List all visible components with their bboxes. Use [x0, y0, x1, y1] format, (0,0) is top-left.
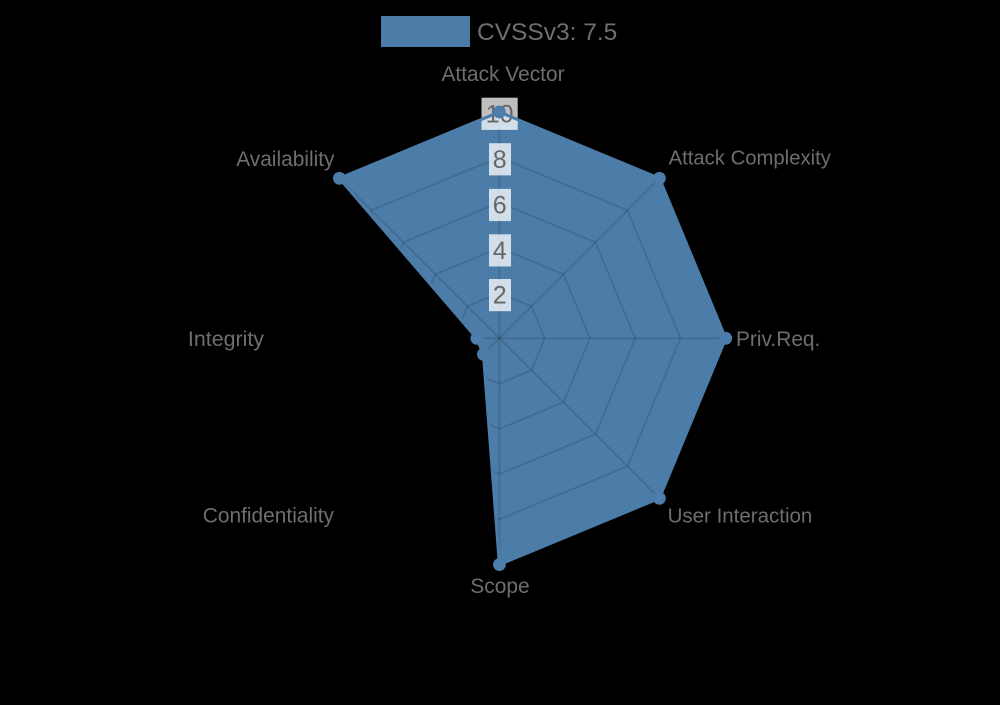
svg-text:Scope: Scope [470, 575, 529, 598]
svg-text:6: 6 [493, 192, 507, 220]
svg-text:Attack Complexity: Attack Complexity [669, 148, 832, 170]
svg-text:4: 4 [493, 237, 507, 265]
svg-text:Priv.Req.: Priv.Req. [736, 328, 820, 351]
svg-text:Confidentiality: Confidentiality [203, 505, 335, 528]
svg-text:Integrity: Integrity [188, 327, 264, 351]
svg-text:User Interaction: User Interaction [668, 505, 813, 528]
svg-text:Availability: Availability [236, 148, 335, 171]
svg-text:2: 2 [493, 282, 507, 310]
svg-text:Attack Vector: Attack Vector [441, 63, 564, 86]
svg-text:8: 8 [493, 146, 507, 174]
svg-text:CVSSv3: 7.5: CVSSv3: 7.5 [477, 19, 617, 46]
